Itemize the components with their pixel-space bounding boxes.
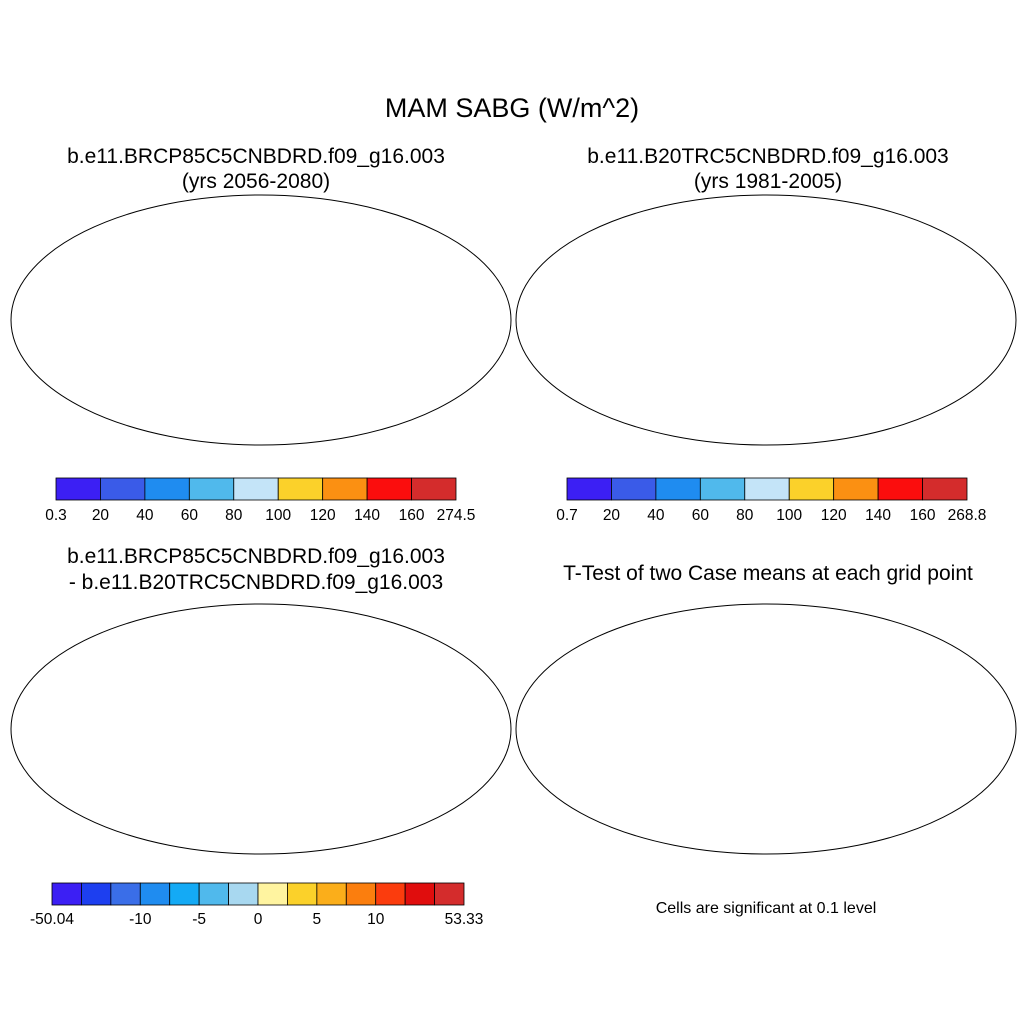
- colorbar-swatch: [788, 477, 835, 501]
- colorbar-swatch: [100, 477, 146, 501]
- colorbar-swatch: [257, 882, 288, 906]
- colorbar-swatch: [51, 882, 82, 906]
- panel-difference-title-line1: b.e11.BRCP85C5CNBDRD.f09_g16.003: [67, 545, 445, 568]
- colorbar-tick-label: 160: [909, 507, 936, 524]
- colorbar-swatch: [169, 882, 200, 906]
- colorbar-tick-label: 120: [309, 507, 336, 524]
- colorbar-swatch: [877, 477, 923, 501]
- colorbar-swatch: [833, 477, 879, 501]
- colorbar-tick-label: 5: [312, 911, 322, 928]
- colorbar-swatch: [699, 477, 746, 501]
- colorbar-tick-label: 40: [136, 507, 154, 524]
- colorbar-tick-label: 120: [820, 507, 847, 524]
- colorbar-swatch: [922, 477, 968, 501]
- colorbar-tick-label: 274.5: [436, 507, 476, 524]
- colorbar-tick-label: 40: [647, 507, 665, 524]
- colorbar-tick-label: -50.04: [30, 911, 74, 928]
- colorbar-tick-label: -5: [192, 911, 207, 928]
- colorbar-tick-label: 140: [354, 507, 381, 524]
- map-panel-future: [10, 194, 512, 446]
- map-panel-ttest: [515, 603, 1017, 855]
- colorbar-swatch: [744, 477, 790, 501]
- colorbar-swatch: [655, 477, 701, 501]
- colorbar-tick-label: 20: [91, 507, 110, 524]
- colorbar-tick-label: 100: [265, 507, 292, 524]
- colorbar-tick-label: 10: [367, 911, 385, 928]
- colorbar-swatch: [566, 477, 612, 501]
- colorbar-tick-label: -10: [129, 911, 152, 928]
- colorbar-swatch: [404, 882, 435, 906]
- panel-ttest-title: T-Test of two Case means at each grid po…: [563, 562, 973, 585]
- colorbar-tick-label: 60: [691, 507, 709, 524]
- significance-note: Cells are significant at 0.1 level: [655, 900, 877, 917]
- panel-historical-title-line1: b.e11.B20TRC5CNBDRD.f09_g16.003: [587, 145, 949, 168]
- panel-future-title-line1: b.e11.BRCP85C5CNBDRD.f09_g16.003: [67, 145, 445, 168]
- panel-difference-title-line2: - b.e11.B20TRC5CNBDRD.f09_g16.003: [68, 571, 444, 594]
- colorbar-swatch: [611, 477, 657, 501]
- colorbar-swatch: [322, 477, 368, 501]
- colorbar-swatch: [110, 882, 141, 906]
- colorbar-swatch: [366, 477, 412, 501]
- colorbar-swatch: [198, 882, 229, 906]
- figure-title: MAM SABG (W/m^2): [384, 93, 640, 123]
- colorbar-tick-label: 0.3: [45, 507, 67, 524]
- colorbar-swatch: [228, 882, 259, 906]
- colorbar-tick-label: 0.7: [556, 507, 578, 524]
- colorbar-swatch: [434, 882, 465, 906]
- colorbar-swatch: [411, 477, 457, 501]
- colorbar-swatch: [316, 882, 347, 906]
- panel-historical-title-line2: (yrs 1981-2005): [693, 170, 843, 193]
- colorbar-swatch: [375, 882, 406, 906]
- colorbar-swatch: [188, 477, 235, 501]
- colorbar-tick-label: 100: [776, 507, 803, 524]
- colorbar-tick-label: 268.8: [947, 507, 987, 524]
- colorbar-swatch: [233, 477, 279, 501]
- colorbar-swatch: [55, 477, 101, 501]
- colorbar-swatch: [277, 477, 324, 501]
- colorbar-tick-label: 80: [225, 507, 243, 524]
- colorbar-tick-label: 20: [602, 507, 621, 524]
- colorbar-tick-label: 60: [180, 507, 198, 524]
- map-panel-historical: [515, 194, 1017, 446]
- map-panel-difference: [10, 603, 512, 855]
- colorbar-swatch: [144, 477, 190, 501]
- colorbar-swatch: [139, 882, 171, 906]
- colorbar-tick-label: 53.33: [444, 911, 484, 928]
- colorbar-swatch: [287, 882, 318, 906]
- colorbar-tick-label: 160: [398, 507, 425, 524]
- panel-future-title-line2: (yrs 2056-2080): [181, 170, 331, 193]
- colorbar-tick-label: 80: [736, 507, 754, 524]
- colorbar-swatch: [81, 882, 112, 906]
- colorbar-tick-label: 140: [865, 507, 892, 524]
- colorbar-tick-label: 0: [253, 911, 263, 928]
- colorbar-swatch: [345, 882, 377, 906]
